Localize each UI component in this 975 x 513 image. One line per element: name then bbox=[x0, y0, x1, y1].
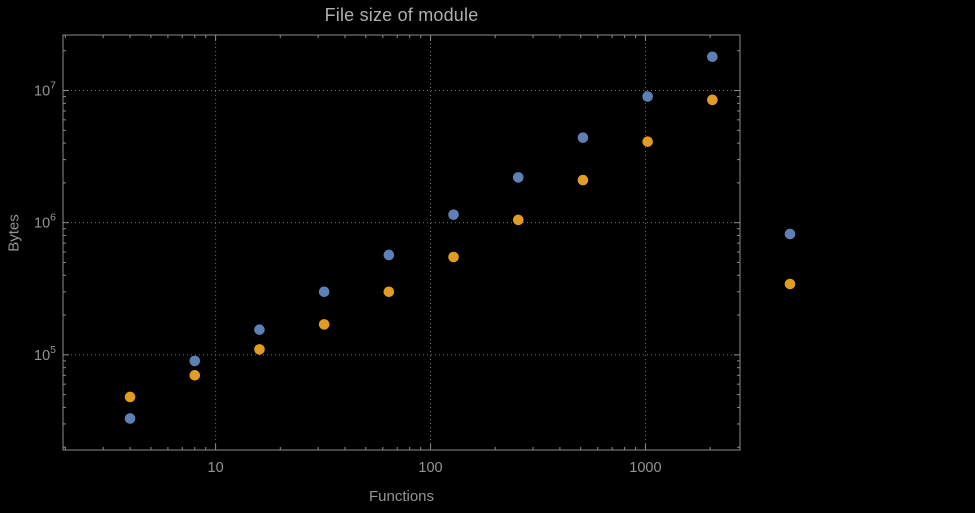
y-axis-label: Bytes bbox=[5, 214, 23, 252]
legend-marker-series-2 bbox=[784, 278, 796, 290]
data-point-series-2 bbox=[383, 286, 395, 298]
data-point-series-1 bbox=[512, 172, 524, 183]
data-point-series-2 bbox=[124, 391, 136, 403]
data-point-series-1 bbox=[642, 91, 653, 102]
data-point-series-2 bbox=[318, 319, 330, 330]
data-point-series-1 bbox=[318, 286, 330, 298]
x-tick-label: 10 bbox=[208, 460, 224, 476]
data-point-series-1 bbox=[577, 132, 589, 143]
data-point-series-2 bbox=[448, 251, 459, 263]
data-point-series-2 bbox=[189, 370, 201, 381]
data-point-series-2 bbox=[512, 214, 524, 226]
y-tick-label: 106 bbox=[34, 212, 56, 232]
plot-frame bbox=[62, 34, 741, 451]
data-point-series-1 bbox=[124, 413, 136, 424]
data-point-series-1 bbox=[707, 51, 718, 63]
data-point-series-1 bbox=[448, 209, 459, 220]
x-tick-label: 100 bbox=[418, 460, 442, 476]
data-point-series-2 bbox=[642, 136, 653, 147]
data-point-series-1 bbox=[254, 324, 265, 335]
data-point-series-1 bbox=[383, 249, 395, 261]
chart-title: File size of module bbox=[324, 5, 479, 25]
y-tick-label: 105 bbox=[34, 344, 56, 364]
data-point-series-2 bbox=[707, 94, 718, 106]
x-tick-label: 1000 bbox=[629, 460, 661, 476]
y-tick-label: 107 bbox=[34, 80, 56, 100]
data-point-series-1 bbox=[189, 355, 201, 367]
data-point-series-2 bbox=[577, 174, 589, 186]
data-point-series-2 bbox=[254, 344, 265, 355]
x-axis-label: Functions bbox=[368, 488, 435, 505]
legend-marker-series-1 bbox=[784, 228, 796, 240]
